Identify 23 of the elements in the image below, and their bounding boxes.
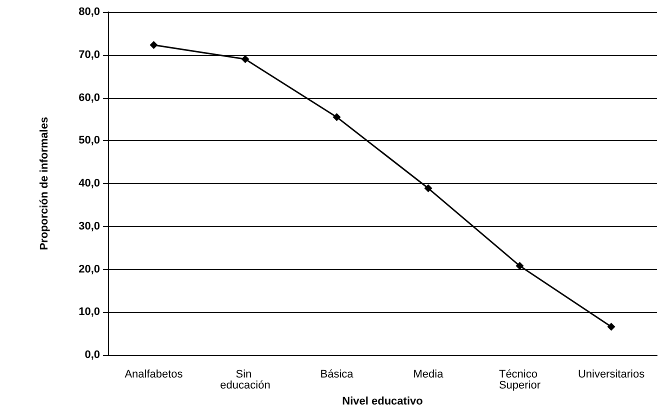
x-tick-label: Sin educación — [220, 368, 270, 392]
y-tick-label: 80,0 — [78, 6, 100, 18]
x-tick-label: Analfabetos — [124, 368, 184, 381]
x-tick-label: Técnico Superior — [498, 368, 541, 392]
y-tick-label: 20,0 — [78, 263, 100, 276]
y-tick-label: 0,0 — [84, 349, 100, 362]
point — [150, 41, 158, 50]
y-tick-label: 50,0 — [78, 134, 100, 147]
y-tick-label: 60,0 — [78, 92, 100, 104]
y-tick-label: 30,0 — [78, 220, 100, 232]
y-tick-label: 40,0 — [78, 178, 100, 190]
point — [516, 262, 524, 270]
y-tick-label: 70,0 — [78, 48, 100, 61]
point — [241, 55, 250, 64]
x-axis-title: Nivel educativo — [342, 396, 424, 408]
y-tick-label: 10,0 — [78, 306, 100, 318]
point — [332, 113, 341, 122]
x-tick-label: Media — [413, 368, 444, 381]
y-axis-title: Proporción de informales — [38, 116, 50, 250]
x-tick-label: Básica — [320, 368, 354, 381]
point — [424, 184, 432, 192]
point — [607, 322, 616, 331]
x-tick-label: Universitarios — [578, 368, 646, 381]
